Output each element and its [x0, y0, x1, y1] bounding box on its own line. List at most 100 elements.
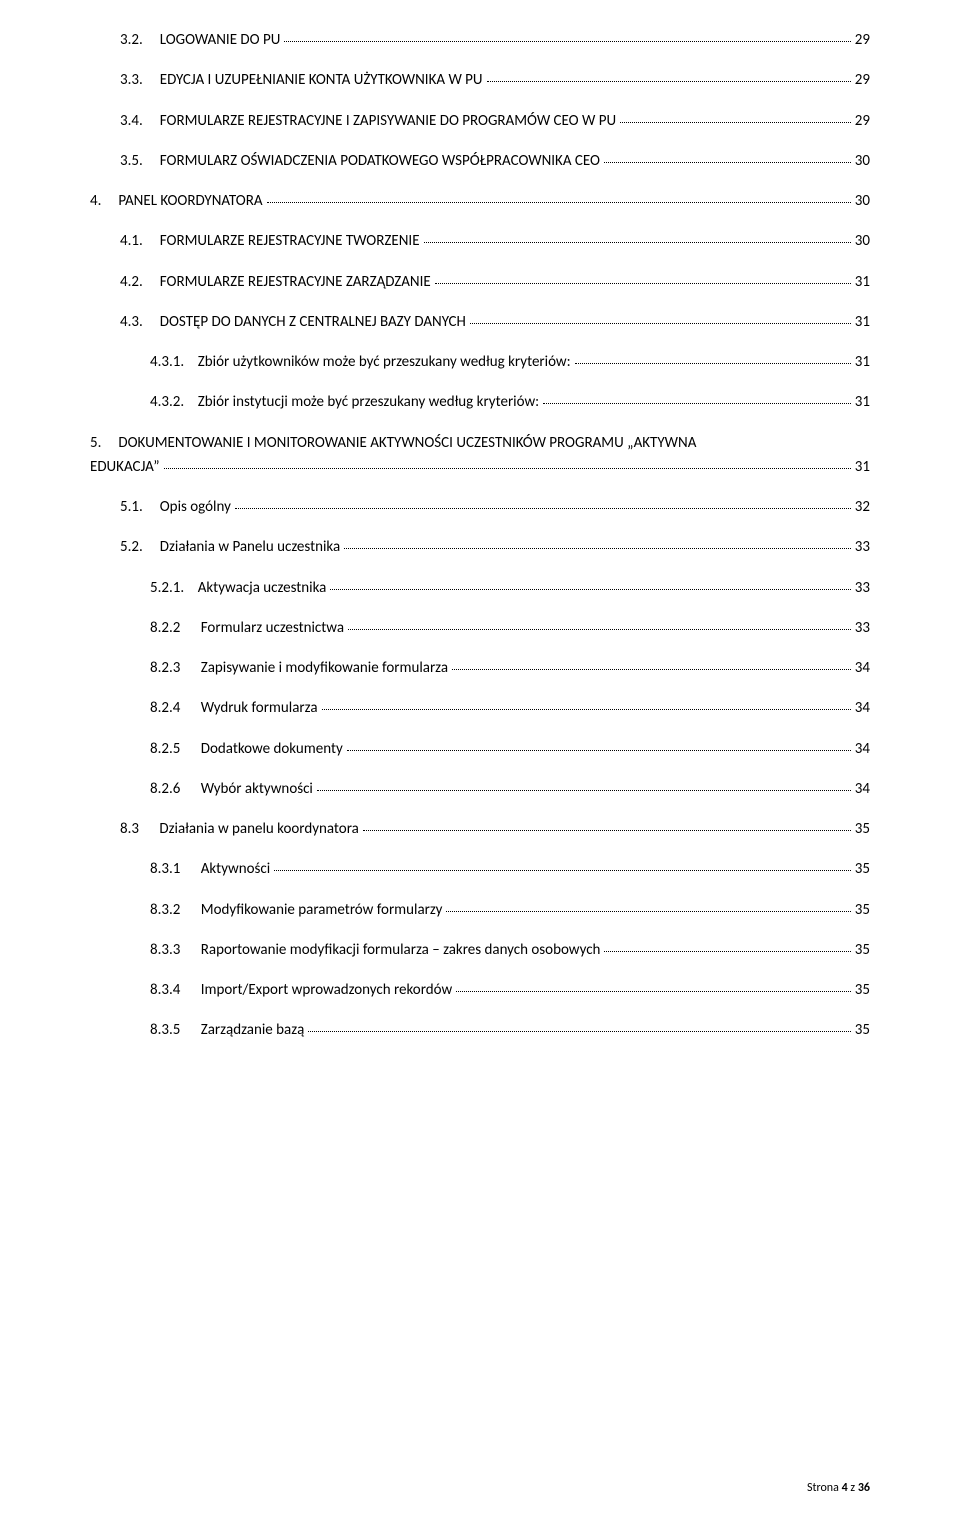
toc-number: 8.2.2: [150, 618, 180, 638]
toc-number: 5.2.: [120, 537, 143, 557]
toc-entry: 8.3.1 Aktywności 35: [90, 859, 870, 879]
toc-leader-dots: [317, 790, 851, 791]
toc-entry: 5.2.1. Aktywacja uczestnika 33: [90, 578, 870, 598]
toc-title: Opis ogólny: [160, 497, 231, 517]
toc-leader-dots: [284, 41, 850, 42]
toc-entry: 8.2.2 Formularz uczestnictwa 33: [90, 618, 870, 638]
toc-title: Zarządzanie bazą: [201, 1020, 305, 1040]
toc-number: 8.3.3: [150, 940, 180, 960]
toc-leader-dots: [164, 468, 851, 469]
toc-number: 4.2.: [120, 272, 143, 292]
toc-title: FORMULARZE REJESTRACYJNE I ZAPISYWANIE D…: [160, 111, 616, 131]
toc-entry: 8.3.4 Import/Export wprowadzonych rekord…: [90, 980, 870, 1000]
toc-entry: 4.3.1. Zbiór użytkowników może być przes…: [90, 352, 870, 372]
toc-title: Aktywacja uczestnika: [198, 578, 327, 598]
toc-leader-dots: [267, 202, 851, 203]
toc-page-number: 35: [855, 819, 870, 839]
toc-leader-dots: [347, 750, 851, 751]
toc-entry: 4.2. FORMULARZE REJESTRACYJNE ZARZĄDZANI…: [90, 272, 870, 292]
toc-number: 3.5.: [120, 151, 143, 171]
toc-title: Import/Export wprowadzonych rekordów: [201, 980, 452, 1000]
footer-total-pages: 36: [858, 1481, 870, 1495]
toc-page-number: 30: [855, 191, 870, 211]
toc-title: Działania w Panelu uczestnika: [160, 537, 340, 557]
toc-title: Zbiór instytucji może być przeszukany we…: [198, 392, 539, 412]
toc-number: 8.3.4: [150, 980, 180, 1000]
toc-entry: 8.2.6 Wybór aktywności 34: [90, 779, 870, 799]
toc-leader-dots: [330, 589, 850, 590]
toc-page-number: 31: [855, 352, 870, 372]
toc-page-number: 34: [855, 658, 870, 678]
toc-leader-dots: [363, 830, 851, 831]
toc-number: 5.1.: [120, 497, 143, 517]
toc-page-number: 33: [855, 578, 870, 598]
toc-leader-dots: [435, 283, 851, 284]
toc-leader-dots: [487, 81, 851, 82]
toc-page-number: 34: [855, 779, 870, 799]
toc-leader-dots: [308, 1031, 850, 1032]
toc-entry: 4.1. FORMULARZE REJESTRACYJNE TWORZENIE …: [90, 231, 870, 251]
toc-entry: 5.1. Opis ogólny 32: [90, 497, 870, 517]
toc-leader-dots: [604, 162, 851, 163]
toc-number: 8.2.6: [150, 779, 180, 799]
toc-leader-dots: [620, 122, 851, 123]
toc-leader-dots: [322, 709, 851, 710]
toc-title: PANEL KOORDYNATORA: [118, 191, 262, 211]
toc-number: 4.3.: [120, 312, 143, 332]
toc-number: 4.3.2.: [150, 392, 184, 412]
toc-title: Formularz uczestnictwa: [201, 618, 344, 638]
toc-entry: 8.2.4 Wydruk formularza 34: [90, 698, 870, 718]
toc-leader-dots: [424, 242, 851, 243]
toc-page-number: 30: [855, 231, 870, 251]
toc-entry: 5.2. Działania w Panelu uczestnika 33: [90, 537, 870, 557]
toc-entry: 3.3. EDYCJA I UZUPEŁNIANIE KONTA UŻYTKOW…: [90, 70, 870, 90]
toc-number: 8.2.5: [150, 739, 180, 759]
toc-title: LOGOWANIE DO PU: [160, 30, 281, 50]
toc-page-number: 31: [855, 272, 870, 292]
toc-title: Wydruk formularza: [201, 698, 318, 718]
table-of-contents: 3.2. LOGOWANIE DO PU 293.3. EDYCJA I UZU…: [90, 30, 870, 1041]
toc-page-number: 29: [855, 111, 870, 131]
toc-number: 8.3.1: [150, 859, 180, 879]
toc-entry: 4.3.2. Zbiór instytucji może być przeszu…: [90, 392, 870, 412]
toc-number: 4.: [90, 191, 101, 211]
footer-sep: z: [848, 1481, 858, 1495]
toc-entry: 8.3.2 Modyfikowanie parametrów formularz…: [90, 900, 870, 920]
toc-title: Modyfikowanie parametrów formularzy: [201, 900, 443, 920]
toc-entry: 3.4. FORMULARZE REJESTRACYJNE I ZAPISYWA…: [90, 111, 870, 131]
toc-leader-dots: [452, 669, 851, 670]
toc-page-number: 33: [855, 537, 870, 557]
toc-number: 4.3.1.: [150, 352, 184, 372]
toc-page-number: 31: [855, 457, 870, 477]
toc-title: Aktywności: [201, 859, 270, 879]
toc-entry: 8.3.5 Zarządzanie bazą 35: [90, 1020, 870, 1040]
toc-leader-dots: [604, 951, 850, 952]
toc-title: Działania w panelu koordynatora: [159, 819, 358, 839]
toc-leader-dots: [348, 629, 851, 630]
page-footer: Strona 4 z 36: [807, 1481, 870, 1495]
toc-leader-dots: [235, 508, 851, 509]
toc-number: 8.2.4: [150, 698, 180, 718]
toc-title: Dodatkowe dokumenty: [201, 739, 343, 759]
toc-leader-dots: [274, 870, 851, 871]
toc-leader-dots: [575, 363, 851, 364]
toc-leader-dots: [456, 991, 851, 992]
toc-title: FORMULARZ OŚWIADCZENIA PODATKOWEGO WSPÓŁ…: [160, 151, 600, 171]
toc-title: Wybór aktywności: [201, 779, 313, 799]
toc-page-number: 35: [855, 859, 870, 879]
toc-title: FORMULARZE REJESTRACYJNE TWORZENIE: [160, 231, 420, 251]
toc-page-number: 31: [855, 392, 870, 412]
toc-page-number: 29: [855, 30, 870, 50]
toc-page-number: 35: [855, 980, 870, 1000]
toc-title: DOSTĘP DO DANYCH Z CENTRALNEJ BAZY DANYC…: [160, 312, 466, 332]
toc-page-number: 34: [855, 698, 870, 718]
toc-title: Zapisywanie i modyfikowanie formularza: [201, 658, 448, 678]
toc-title: DOKUMENTOWANIE I MONITOROWANIE AKTYWNOŚC…: [118, 433, 696, 453]
toc-entry: 8.3 Działania w panelu koordynatora 35: [90, 819, 870, 839]
toc-number: 5.2.1.: [150, 578, 184, 598]
toc-leader-dots: [446, 911, 850, 912]
toc-page-number: 35: [855, 900, 870, 920]
toc-leader-dots: [543, 403, 851, 404]
footer-label: Strona: [807, 1481, 842, 1495]
toc-number: 8.2.3: [150, 658, 180, 678]
